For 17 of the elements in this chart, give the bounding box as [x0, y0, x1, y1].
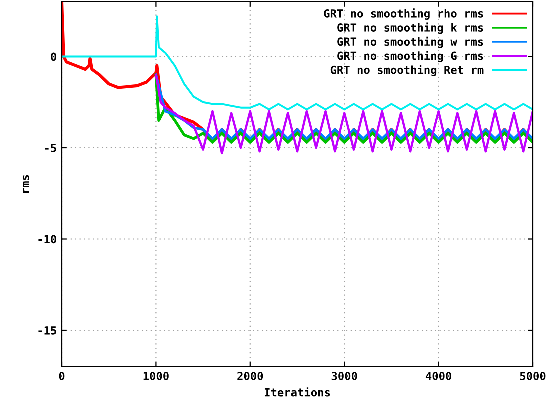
legend-label: GRT no smoothing G rms	[338, 50, 484, 62]
y-axis-title: rms	[22, 175, 30, 193]
x-tick-label: 4000	[426, 372, 452, 380]
legend-label: GRT no smoothing w rms	[338, 36, 484, 48]
y-tick-label: 0	[51, 52, 56, 62]
x-tick-label: 0	[59, 372, 65, 380]
y-tick-label: -10	[38, 235, 56, 244]
legend-label: GRT no smoothing Ret rm	[330, 65, 484, 76]
y-tick-label: -15	[38, 326, 56, 335]
y-tick-label: -5	[45, 144, 56, 152]
x-tick-label: 3000	[332, 372, 358, 380]
x-tick-label: 2000	[238, 372, 264, 380]
legend-label: GRT no smoothing rho rms	[324, 8, 484, 20]
x-axis-title: Iterations	[264, 388, 330, 397]
x-tick-label: 1000	[144, 372, 169, 380]
x-tick-label: 5000	[520, 372, 546, 380]
legend-label: GRT no smoothing k rms	[338, 22, 484, 34]
